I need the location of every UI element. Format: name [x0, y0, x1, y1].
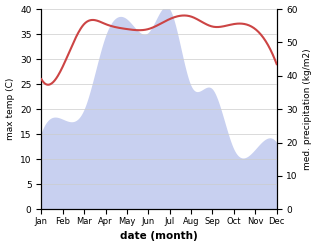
- Y-axis label: max temp (C): max temp (C): [5, 78, 15, 140]
- X-axis label: date (month): date (month): [120, 231, 198, 242]
- Y-axis label: med. precipitation (kg/m2): med. precipitation (kg/m2): [303, 48, 313, 170]
